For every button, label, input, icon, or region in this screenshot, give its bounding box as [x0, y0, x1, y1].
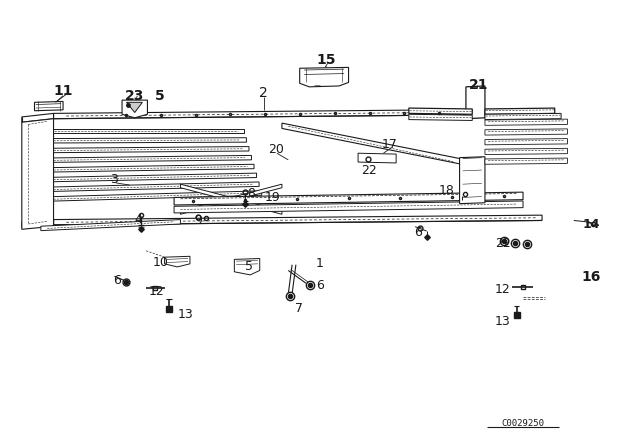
Text: 12: 12: [495, 283, 511, 296]
Polygon shape: [35, 101, 63, 111]
Polygon shape: [22, 119, 54, 229]
Polygon shape: [41, 182, 259, 192]
Text: 6: 6: [414, 226, 422, 239]
Polygon shape: [41, 191, 262, 202]
Text: 12: 12: [148, 285, 164, 298]
Polygon shape: [485, 119, 568, 125]
Text: 17: 17: [382, 138, 397, 151]
Text: 13: 13: [178, 308, 193, 321]
Text: 20: 20: [268, 143, 284, 156]
Text: 3: 3: [110, 173, 118, 186]
Text: 22: 22: [495, 237, 511, 250]
Text: 14: 14: [583, 217, 600, 231]
Polygon shape: [164, 256, 190, 267]
Polygon shape: [174, 192, 523, 205]
Polygon shape: [41, 155, 252, 163]
Text: 4: 4: [134, 213, 142, 226]
Polygon shape: [180, 184, 282, 214]
Polygon shape: [409, 114, 472, 121]
Text: 9: 9: [195, 214, 202, 227]
Polygon shape: [127, 102, 142, 112]
Text: 6: 6: [316, 280, 324, 293]
Text: 22: 22: [362, 164, 378, 177]
Text: 8: 8: [248, 187, 255, 200]
Polygon shape: [466, 86, 485, 119]
Polygon shape: [485, 138, 568, 145]
Polygon shape: [122, 100, 147, 118]
Text: 13: 13: [495, 315, 511, 328]
Text: 19: 19: [264, 191, 280, 204]
Polygon shape: [485, 129, 568, 135]
Text: 6: 6: [113, 274, 121, 287]
Polygon shape: [234, 258, 260, 275]
Text: 7: 7: [295, 302, 303, 315]
Polygon shape: [41, 164, 254, 172]
Polygon shape: [41, 173, 257, 182]
Polygon shape: [54, 215, 542, 225]
Polygon shape: [485, 148, 568, 155]
Polygon shape: [41, 220, 180, 231]
Polygon shape: [180, 184, 282, 214]
Polygon shape: [282, 123, 460, 164]
Polygon shape: [485, 113, 561, 120]
Text: 1: 1: [316, 257, 324, 270]
Polygon shape: [41, 146, 249, 153]
Text: 5: 5: [245, 259, 253, 272]
Polygon shape: [174, 201, 523, 213]
Text: 21: 21: [469, 78, 488, 92]
Polygon shape: [54, 109, 536, 119]
Polygon shape: [22, 113, 54, 122]
Polygon shape: [22, 220, 54, 228]
Polygon shape: [358, 153, 396, 163]
Text: C0029250: C0029250: [502, 419, 545, 428]
Text: 2: 2: [259, 86, 268, 100]
Text: 16: 16: [582, 270, 601, 284]
Polygon shape: [485, 158, 568, 164]
Polygon shape: [485, 108, 555, 114]
Polygon shape: [41, 138, 246, 143]
Polygon shape: [41, 129, 244, 134]
Text: 15: 15: [317, 53, 336, 67]
Polygon shape: [460, 157, 485, 204]
Text: 11: 11: [53, 84, 73, 98]
Polygon shape: [300, 67, 349, 87]
Text: 23: 23: [125, 89, 145, 103]
Text: 5: 5: [156, 89, 165, 103]
Text: 18: 18: [439, 184, 455, 197]
Polygon shape: [180, 198, 282, 201]
Text: 10: 10: [152, 256, 168, 269]
Polygon shape: [409, 108, 472, 114]
